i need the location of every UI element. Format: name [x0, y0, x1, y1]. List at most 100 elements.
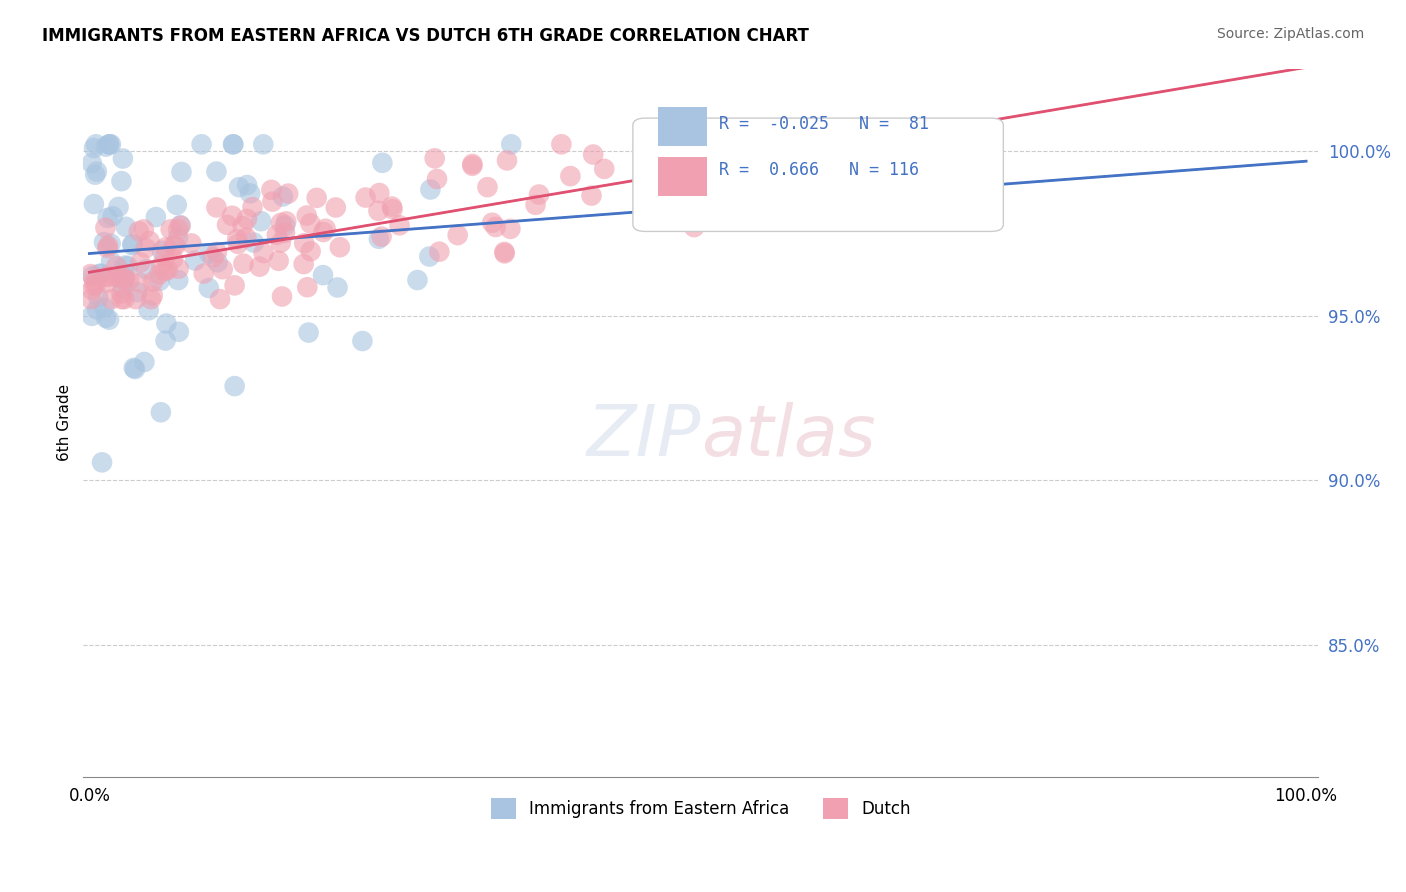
- Point: [86, 164, 108, 178]
- Point: [156, 263, 179, 277]
- Point: [499, 222, 522, 236]
- Point: [180, 236, 202, 251]
- Point: [496, 153, 519, 168]
- Point: [89, 267, 111, 281]
- Point: [235, 231, 257, 245]
- Point: [110, 292, 132, 306]
- Point: [368, 186, 391, 200]
- Point: [193, 267, 215, 281]
- Point: [165, 238, 187, 252]
- Point: [84, 278, 107, 293]
- Point: [128, 224, 150, 238]
- Point: [163, 238, 186, 252]
- Point: [94, 139, 117, 153]
- Point: [112, 292, 135, 306]
- Point: [101, 209, 124, 223]
- Point: [127, 285, 149, 300]
- Point: [276, 214, 298, 228]
- Text: atlas: atlas: [700, 402, 876, 471]
- Point: [447, 228, 470, 243]
- Point: [169, 218, 191, 232]
- Point: [153, 264, 176, 278]
- Point: [138, 234, 160, 248]
- Point: [105, 259, 128, 273]
- Point: [97, 211, 120, 225]
- Bar: [658, 107, 707, 146]
- Point: [418, 250, 440, 264]
- Point: [232, 219, 254, 233]
- Point: [367, 232, 389, 246]
- Point: [153, 250, 176, 264]
- Point: [114, 270, 136, 285]
- Point: [100, 292, 122, 306]
- Point: [170, 165, 193, 179]
- Point: [243, 235, 266, 250]
- Point: [494, 246, 516, 260]
- Point: [135, 241, 157, 255]
- Point: [367, 203, 389, 218]
- Point: [84, 137, 107, 152]
- Point: [305, 191, 328, 205]
- Point: [326, 280, 349, 294]
- Point: [83, 278, 105, 293]
- Point: [198, 281, 221, 295]
- Point: [222, 137, 245, 152]
- Point: [149, 405, 172, 419]
- Point: [84, 168, 107, 182]
- Point: [266, 227, 288, 242]
- Point: [224, 278, 246, 293]
- Point: [205, 164, 228, 178]
- Point: [190, 137, 212, 152]
- Point: [110, 286, 132, 301]
- Point: [461, 157, 484, 171]
- Point: [98, 137, 121, 152]
- Point: [274, 226, 297, 240]
- Point: [110, 174, 132, 188]
- Point: [114, 219, 136, 234]
- Point: [91, 455, 114, 469]
- Point: [226, 232, 249, 246]
- Point: [93, 235, 115, 249]
- Point: [129, 276, 152, 290]
- Point: [80, 156, 103, 170]
- Point: [215, 218, 238, 232]
- Text: R =  -0.025   N =  81: R = -0.025 N = 81: [720, 114, 929, 133]
- Point: [299, 244, 322, 259]
- Point: [100, 137, 122, 152]
- Point: [162, 252, 184, 267]
- Point: [406, 273, 429, 287]
- Point: [155, 317, 177, 331]
- Point: [260, 183, 283, 197]
- Point: [209, 292, 232, 306]
- Point: [150, 244, 173, 258]
- Text: IMMIGRANTS FROM EASTERN AFRICA VS DUTCH 6TH GRADE CORRELATION CHART: IMMIGRANTS FROM EASTERN AFRICA VS DUTCH …: [42, 27, 808, 45]
- Point: [155, 334, 177, 348]
- Point: [250, 214, 273, 228]
- Point: [232, 257, 254, 271]
- Point: [477, 180, 499, 194]
- Point: [222, 137, 245, 152]
- Point: [96, 276, 118, 290]
- Point: [149, 274, 172, 288]
- Point: [242, 200, 264, 214]
- Point: [134, 355, 156, 369]
- Point: [297, 326, 319, 340]
- Point: [135, 262, 157, 277]
- Point: [80, 309, 103, 323]
- Point: [112, 272, 135, 286]
- Point: [205, 201, 228, 215]
- Point: [129, 255, 152, 269]
- Point: [252, 246, 274, 260]
- Point: [114, 270, 136, 285]
- Point: [107, 200, 129, 214]
- Point: [169, 219, 191, 233]
- Point: [236, 211, 259, 226]
- Point: [100, 236, 122, 251]
- Bar: [658, 157, 707, 196]
- Point: [239, 186, 262, 201]
- Point: [211, 262, 233, 277]
- Point: [370, 229, 392, 244]
- Point: [550, 137, 572, 152]
- Point: [312, 268, 335, 282]
- Point: [94, 310, 117, 325]
